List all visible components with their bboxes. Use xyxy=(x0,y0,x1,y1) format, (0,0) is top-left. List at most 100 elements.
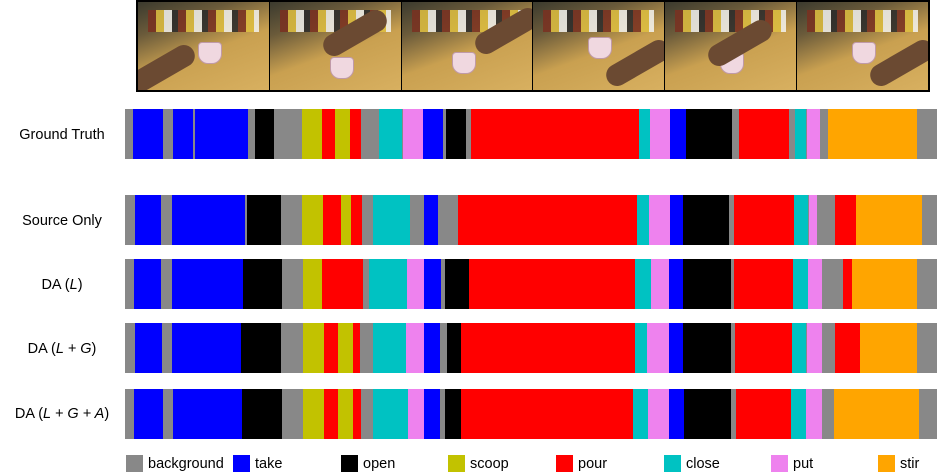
segment-background xyxy=(438,195,458,245)
segment-background xyxy=(245,195,247,245)
segment-close xyxy=(635,259,651,309)
segment-open xyxy=(683,389,731,439)
legend-swatch-put xyxy=(771,455,788,472)
segment-open xyxy=(247,195,281,245)
segment-put xyxy=(809,195,817,245)
legend-swatch-scoop xyxy=(448,455,465,472)
segment-put xyxy=(651,259,669,309)
legend-swatch-background xyxy=(126,455,143,472)
segment-background xyxy=(730,323,735,373)
segment-close xyxy=(373,323,406,373)
segment-background xyxy=(466,109,471,159)
segment-background xyxy=(192,109,195,159)
video-frame-strip xyxy=(136,0,930,92)
segment-background xyxy=(125,323,135,373)
segment-take xyxy=(173,389,242,439)
legend-item-pour: pour xyxy=(556,455,607,472)
segment-take xyxy=(670,195,683,245)
segment-take xyxy=(423,323,440,373)
segment-open xyxy=(254,109,274,159)
segment-pour xyxy=(461,323,635,373)
segment-background xyxy=(443,109,446,159)
segment-bar-source-only xyxy=(125,195,937,245)
segment-background xyxy=(163,389,173,439)
segment-background xyxy=(360,323,373,373)
segment-close xyxy=(379,109,402,159)
segment-put xyxy=(650,109,670,159)
segment-bar-da-l xyxy=(125,259,937,309)
segment-close xyxy=(639,109,650,159)
segment-take xyxy=(173,109,193,159)
segment-pour xyxy=(735,323,792,373)
segment-background xyxy=(362,195,373,245)
segment-open xyxy=(447,323,461,373)
segment-open xyxy=(683,195,729,245)
segment-background xyxy=(274,109,302,159)
segment-close xyxy=(373,389,408,439)
segment-pour xyxy=(324,323,338,373)
segment-background xyxy=(822,389,834,439)
segment-background xyxy=(125,195,135,245)
segment-close xyxy=(795,109,806,159)
segment-background xyxy=(917,109,937,159)
segment-close xyxy=(637,195,649,245)
row-label-source-only: Source Only xyxy=(22,213,102,229)
segment-pour xyxy=(322,259,363,309)
segment-close xyxy=(793,259,808,309)
row-label-da-l: DA (L) xyxy=(41,277,83,293)
segment-put xyxy=(407,259,424,309)
segment-background xyxy=(817,195,835,245)
segment-close xyxy=(792,323,806,373)
segment-background xyxy=(162,323,172,373)
segment-stir xyxy=(852,259,917,309)
segment-put xyxy=(403,109,423,159)
segment-background xyxy=(361,389,373,439)
segment-close xyxy=(633,389,648,439)
segment-put xyxy=(806,389,822,439)
segment-pour xyxy=(323,195,341,245)
segment-stir xyxy=(860,323,917,373)
segment-stir xyxy=(834,389,919,439)
segment-take xyxy=(134,323,162,373)
row-label-ground-truth: Ground Truth xyxy=(19,127,105,143)
segment-stir xyxy=(828,109,917,159)
row-label-da-l-g: DA (L + G) xyxy=(27,341,97,357)
segment-background xyxy=(281,195,302,245)
video-frame-4 xyxy=(533,2,666,90)
segment-background xyxy=(125,259,134,309)
segment-background xyxy=(361,109,379,159)
segment-background xyxy=(922,195,937,245)
segment-pour xyxy=(738,109,789,159)
segment-scoop xyxy=(335,109,350,159)
segment-scoop xyxy=(338,389,353,439)
segment-put xyxy=(808,259,822,309)
segment-background xyxy=(789,109,795,159)
segment-background xyxy=(410,195,424,245)
legend-item-open: open xyxy=(341,455,395,472)
segment-take xyxy=(172,259,243,309)
segment-open xyxy=(445,389,461,439)
segment-pour xyxy=(835,323,860,373)
video-frame-5 xyxy=(665,2,798,90)
segment-open xyxy=(241,323,281,373)
segment-background xyxy=(163,109,173,159)
segment-take xyxy=(134,389,163,439)
segment-background xyxy=(820,109,828,159)
segment-pour xyxy=(734,195,794,245)
segment-background xyxy=(822,323,835,373)
segment-scoop xyxy=(341,195,351,245)
segment-open xyxy=(445,259,469,309)
segment-open xyxy=(243,259,282,309)
segment-background xyxy=(363,259,369,309)
segment-scoop xyxy=(338,323,353,373)
segment-put xyxy=(647,323,669,373)
legend-item-close: close xyxy=(664,455,720,472)
segment-open xyxy=(242,389,282,439)
segment-background xyxy=(440,389,445,439)
legend-item-background: background xyxy=(126,455,224,472)
legend: background take open scoop pour close pu… xyxy=(0,455,952,475)
segment-pour xyxy=(322,109,335,159)
segment-pour xyxy=(324,389,338,439)
segment-take xyxy=(423,389,440,439)
segment-put xyxy=(807,323,822,373)
